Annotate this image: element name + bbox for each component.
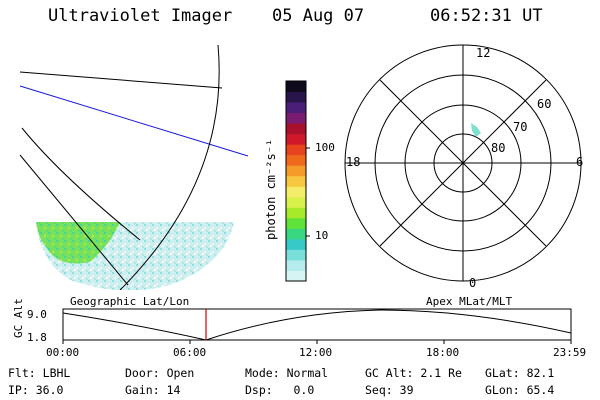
orbit-xtick-1800: 18:00 — [426, 346, 460, 359]
instrument-title: Ultraviolet Imager — [48, 6, 233, 26]
geo-limb-arc — [119, 44, 220, 290]
polar-emission-spot — [471, 123, 481, 137]
colorbar-segment — [286, 228, 306, 240]
polar-plot — [344, 44, 582, 282]
colorbar-segment — [286, 196, 306, 208]
mlat-label-60: 60 — [537, 97, 552, 111]
orbit-plot-frame — [62, 308, 572, 341]
orbit-xtick-2359: 23:59 — [553, 346, 587, 359]
colorbar-segment — [286, 133, 306, 145]
orbit-ytick-high: 9.0 — [27, 308, 47, 321]
orbit-xtick-0000: 00:00 — [46, 346, 80, 359]
geo-grid-line — [19, 71, 223, 89]
mlt-label-6: 6 — [576, 155, 584, 169]
status-dsp: Dsp: 0.0 — [245, 383, 315, 397]
colorbar-unit-label: photon cm⁻²s⁻¹ — [264, 138, 278, 240]
colorbar-segment — [286, 154, 306, 166]
geo-grid-arc — [21, 127, 141, 241]
colorbar-segment — [286, 123, 306, 135]
colorbar-segment — [286, 207, 306, 219]
colorbar-segment — [286, 186, 306, 198]
status-mode: Mode: Normal — [245, 366, 329, 380]
status-glat: GLat: 82.1 — [485, 366, 555, 380]
orbit-ytick-low: 1.8 — [27, 331, 47, 344]
colorbar-segment — [286, 102, 306, 114]
colorbar-tick-100: 100 — [315, 141, 335, 154]
status-seq: Seq: 39 — [365, 383, 414, 397]
orbit-plot — [62, 308, 572, 344]
geo-meridian-line — [19, 154, 129, 286]
polar-panel-caption: Apex MLat/MLT — [426, 295, 513, 308]
colorbar-frame — [285, 80, 307, 282]
geo-map — [19, 44, 249, 290]
colorbar-segment — [286, 249, 306, 261]
colorbar-segment — [286, 259, 306, 271]
colorbar-segment — [286, 81, 306, 93]
status-filter: Flt: LBHL — [8, 366, 71, 380]
polar-diagonal-2 — [379, 79, 547, 247]
orbit-xtick-1200: 12:00 — [299, 346, 333, 359]
mlt-label-12: 12 — [476, 46, 491, 60]
colorbar-segment — [286, 144, 306, 156]
orbit-xtick-0600: 06:00 — [173, 346, 207, 359]
status-ip: IP: 36.0 — [8, 383, 64, 397]
orbit-altitude-curve — [62, 309, 572, 341]
colorbar-segment — [286, 270, 306, 282]
mlat-label-80: 80 — [491, 141, 506, 155]
status-gain: Gain: 14 — [125, 383, 181, 397]
mlt-label-18: 18 — [346, 155, 361, 169]
colorbar-segment — [286, 165, 306, 177]
status-door: Door: Open — [125, 366, 195, 380]
colorbar-segment — [286, 175, 306, 187]
colorbar-segment — [286, 112, 306, 124]
orbit-ylabel: GC Alt — [12, 298, 25, 338]
status-glon: GLon: 65.4 — [485, 383, 555, 397]
date-label: 05 Aug 07 — [272, 6, 365, 26]
geo-panel-caption: Geographic Lat/Lon — [70, 295, 190, 308]
time-label: 06:52:31 UT — [430, 6, 543, 26]
status-gc-alt: GC Alt: 2.1 Re — [365, 366, 462, 380]
colorbar-segment — [286, 238, 306, 250]
uv-image-bright-region — [36, 222, 120, 264]
colorbar-segment — [286, 217, 306, 229]
colorbar-tick-10: 10 — [315, 229, 329, 242]
mlat-label-70: 70 — [513, 120, 528, 134]
terminator-line — [19, 85, 249, 157]
mlt-label-0: 0 — [469, 276, 477, 290]
colorbar-segment — [286, 91, 306, 103]
colorbar — [285, 80, 310, 282]
